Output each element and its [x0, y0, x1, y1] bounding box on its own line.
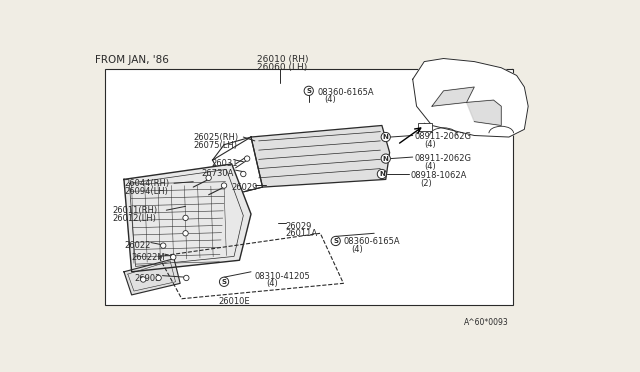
Text: A^60*0093: A^60*0093	[464, 318, 509, 327]
Text: S: S	[333, 238, 338, 244]
Circle shape	[184, 275, 189, 280]
Text: 26012(LH): 26012(LH)	[113, 214, 156, 223]
Circle shape	[241, 171, 246, 177]
Polygon shape	[467, 100, 501, 125]
Circle shape	[170, 254, 176, 260]
Circle shape	[220, 277, 228, 286]
Text: 26075(LH): 26075(LH)	[193, 141, 237, 150]
Circle shape	[378, 169, 387, 179]
Text: 26011(RH): 26011(RH)	[113, 206, 157, 215]
Polygon shape	[124, 164, 251, 272]
Text: 26031: 26031	[211, 158, 237, 168]
Text: N: N	[379, 171, 385, 177]
Text: 08911-2062G: 08911-2062G	[414, 132, 471, 141]
Circle shape	[206, 175, 211, 180]
Text: 26022M: 26022M	[132, 253, 165, 262]
Text: (4): (4)	[351, 245, 363, 254]
Circle shape	[161, 243, 166, 248]
Text: (4): (4)	[266, 279, 278, 289]
Text: 26010 (RH): 26010 (RH)	[257, 55, 308, 64]
Bar	[418, 123, 432, 131]
Circle shape	[381, 132, 390, 142]
Bar	[105, 69, 513, 305]
Text: 26044(RH): 26044(RH)	[124, 179, 169, 188]
Text: FROM JAN, '86: FROM JAN, '86	[95, 55, 170, 65]
Text: 26010E: 26010E	[219, 298, 250, 307]
Text: S: S	[221, 279, 227, 285]
Text: 26060 (LH): 26060 (LH)	[257, 63, 307, 72]
Text: 26022: 26022	[124, 241, 150, 250]
Polygon shape	[413, 58, 528, 137]
Text: 26094(LH): 26094(LH)	[124, 187, 168, 196]
Text: (4): (4)	[424, 140, 436, 149]
Circle shape	[156, 275, 161, 280]
Circle shape	[183, 215, 188, 221]
Circle shape	[381, 154, 390, 163]
Circle shape	[331, 236, 340, 246]
Circle shape	[141, 277, 146, 282]
Text: (2): (2)	[420, 179, 432, 187]
Text: 26730A: 26730A	[201, 169, 234, 179]
Text: 08360-6165A: 08360-6165A	[344, 237, 400, 246]
Circle shape	[244, 156, 250, 161]
Polygon shape	[251, 125, 390, 187]
Text: 26025(RH): 26025(RH)	[193, 133, 238, 142]
Text: 26029: 26029	[232, 183, 258, 192]
Text: (4): (4)	[324, 96, 336, 105]
Text: 08310-41205: 08310-41205	[255, 272, 310, 281]
Text: 26903: 26903	[134, 274, 161, 283]
Text: N: N	[383, 155, 388, 161]
Circle shape	[183, 231, 188, 236]
Polygon shape	[124, 259, 180, 295]
Circle shape	[304, 86, 314, 96]
Polygon shape	[432, 87, 474, 106]
Text: 08918-1062A: 08918-1062A	[410, 171, 467, 180]
Text: 08360-6165A: 08360-6165A	[317, 88, 374, 97]
Text: 26011A: 26011A	[285, 230, 318, 238]
Text: N: N	[383, 134, 388, 140]
Text: 08911-2062G: 08911-2062G	[414, 154, 471, 163]
Text: S: S	[307, 88, 311, 94]
Text: (4): (4)	[424, 162, 436, 171]
Text: 26029: 26029	[285, 222, 312, 231]
Circle shape	[221, 183, 227, 188]
